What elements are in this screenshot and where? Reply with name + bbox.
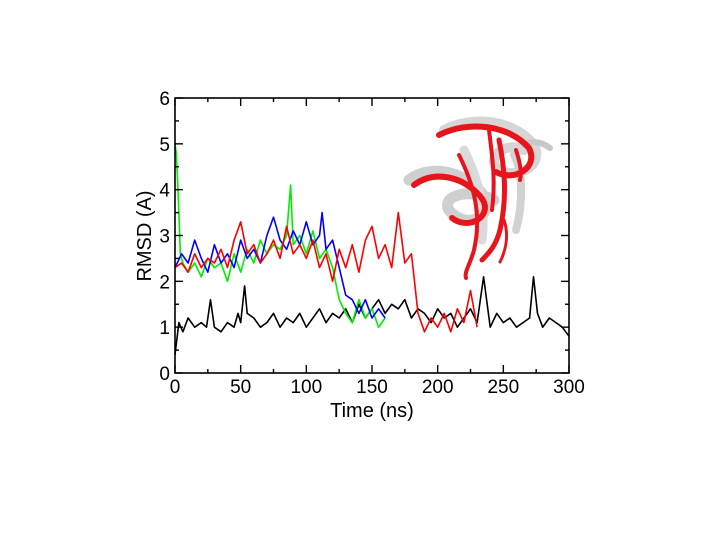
protein-ribbon-red-2 <box>411 173 488 226</box>
tick-layer: 0 50 100 150 200 250 300 0 1 2 3 4 5 6 <box>159 89 584 398</box>
y-tick-label: 0 <box>159 364 170 385</box>
protein-ribbon-red-7 <box>514 148 523 182</box>
x-tick-label: 150 <box>356 377 388 398</box>
protein-ribbon-gray-4 <box>510 151 526 234</box>
y-tick-label: 2 <box>159 272 170 293</box>
x-axis-title: Time (ns) <box>330 400 414 422</box>
series-layer <box>174 143 570 355</box>
y-tick-label: 3 <box>159 227 170 248</box>
protein-ribbon-red-1 <box>436 123 535 179</box>
protein-ribbon-red-6 <box>498 218 509 264</box>
plot-frame <box>174 97 570 374</box>
y-tick-label: 4 <box>159 181 170 202</box>
protein-ribbon-red-3 <box>457 153 480 280</box>
y-axis-title: RMSD (A) <box>134 190 156 281</box>
x-tick-label: 0 <box>170 377 181 398</box>
x-tick-label: 200 <box>422 377 454 398</box>
y-tick-label: 6 <box>159 89 170 110</box>
x-tick-label: 300 <box>553 377 585 398</box>
y-tick-label: 5 <box>159 135 170 156</box>
protein-structure-image <box>403 116 553 280</box>
x-tick-label: 250 <box>487 377 519 398</box>
y-tick-label: 1 <box>159 318 170 339</box>
protein-ribbon-red-4 <box>479 137 508 263</box>
x-tick-label: 50 <box>230 377 251 398</box>
x-tick-label: 100 <box>290 377 322 398</box>
series-line-3 <box>174 211 478 333</box>
protein-ribbon-red-5 <box>487 128 496 212</box>
